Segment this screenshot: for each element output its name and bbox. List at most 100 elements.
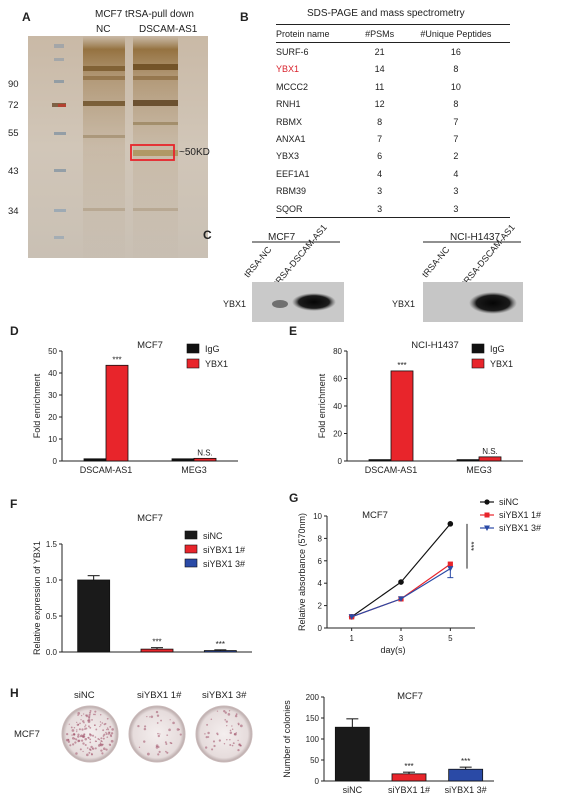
x-tick-label: siNC — [343, 785, 363, 795]
y-tick-label: 20 — [48, 413, 57, 422]
colony-dot — [223, 709, 226, 713]
chart-g: MCF7 0 2 4 6 8 10 Relative absorbance (570nm) 1 3… — [297, 497, 541, 655]
peptides-value: 16 — [450, 47, 461, 58]
colony-dot — [88, 713, 91, 716]
colony-dot — [207, 736, 210, 738]
y-tick-label: 50 — [48, 347, 57, 356]
blot-mcf7-row-label: YBX1 — [223, 299, 247, 309]
legend-swatch — [184, 530, 198, 540]
protein-name: EEF1A1 — [276, 168, 310, 179]
colony-dot — [104, 722, 107, 725]
colony-dot — [143, 727, 147, 731]
colony-dot — [105, 733, 108, 735]
marker-34: 34 — [8, 206, 19, 217]
marker-43: 43 — [8, 166, 19, 177]
colony-dot — [84, 728, 86, 730]
data-point — [447, 561, 453, 567]
protein-name: ANXA1 — [276, 134, 306, 145]
colony-dot — [89, 741, 92, 744]
psms-value: 8 — [377, 116, 383, 127]
significance-label: *** — [112, 355, 121, 364]
legend-swatch — [186, 358, 200, 369]
panel-label-a: A — [22, 10, 31, 24]
colony-dot — [156, 714, 160, 717]
colony-dot — [81, 728, 84, 731]
dish-siybx1-3 — [195, 705, 253, 763]
colony-dot — [111, 728, 114, 731]
colony-dot — [149, 716, 151, 718]
y-axis-label: Relative expression of YBX1 — [32, 541, 42, 655]
colony-dot — [166, 734, 169, 737]
psms-value: 6 — [377, 151, 383, 162]
colony-dot — [89, 709, 92, 712]
colony-dot — [79, 722, 81, 725]
colony-dot — [225, 720, 228, 723]
colony-dot — [211, 748, 214, 751]
gel-lane-dscam: DSCAM-AS1 — [139, 24, 198, 35]
colony-dot — [69, 744, 72, 747]
colony-dot — [84, 724, 87, 726]
colony-dot — [110, 735, 113, 738]
y-tick-label: 0.5 — [46, 612, 58, 621]
chart-h: MCF7 0 50 100 150 200 Number of colonies siNC si… — [282, 691, 494, 795]
y-tick-label: 30 — [48, 391, 57, 400]
colony-dot — [168, 728, 171, 732]
colony-dot — [231, 728, 234, 731]
colony-dot — [80, 739, 84, 742]
y-axis-label: Fold enrichment — [317, 373, 327, 438]
colony-dot — [82, 750, 84, 753]
series-line — [351, 568, 451, 618]
bar — [83, 458, 107, 462]
blot-h1437-lane-nc: tRSA-NC — [420, 244, 452, 280]
x-tick-label: 3 — [399, 634, 404, 643]
col-peptides: #Unique Peptides — [401, 23, 510, 44]
colony-dot — [172, 721, 175, 725]
colony-dot — [207, 731, 210, 735]
colony-dot — [99, 742, 102, 744]
legend-label: siYBX1 3# — [499, 523, 541, 533]
x-tick-label: siYBX1 3# — [445, 785, 487, 795]
chart-f: MCF7 0.0 0.5 1.0 1.5 Relative expression of Y… — [32, 513, 252, 657]
x-tick-label: DSCAM-AS1 — [365, 465, 418, 475]
colony-dot — [212, 740, 216, 743]
colony-dot — [94, 736, 97, 738]
chart-title: MCF7 — [362, 510, 388, 521]
colony-dot — [82, 713, 85, 715]
colony-dot — [77, 712, 81, 715]
data-point — [348, 614, 355, 620]
colony-dot — [138, 746, 141, 749]
y-tick-label: 4 — [318, 579, 323, 588]
colony-dot — [239, 724, 243, 728]
colony-dot — [224, 718, 227, 721]
chart-title: MCF7 — [137, 340, 163, 351]
colony-dot — [76, 729, 78, 731]
bar — [448, 768, 484, 782]
colony-dot — [158, 750, 161, 753]
colony-dot — [178, 728, 181, 731]
bar — [140, 648, 174, 653]
colony-dot — [234, 732, 237, 736]
colony-dot — [231, 744, 234, 747]
colony-dot — [82, 735, 86, 738]
band-highlight-box — [130, 144, 175, 161]
x-tick-label: MEG3 — [466, 465, 492, 475]
panel-label-e: E — [289, 324, 298, 338]
colony-dot — [75, 752, 78, 755]
bar — [391, 773, 427, 782]
colony-dot — [99, 721, 102, 723]
colony-dot — [146, 715, 148, 718]
y-tick-label: 0 — [53, 457, 58, 466]
bar — [193, 457, 217, 462]
psms-value: 3 — [377, 186, 383, 197]
table-row: ANXA1 7 7 — [276, 130, 510, 147]
protein-name: RNH1 — [276, 99, 301, 110]
colony-dot — [100, 749, 103, 752]
dish-label-siybx1-3: siYBX1 3# — [202, 690, 247, 701]
protein-name: SURF-6 — [276, 47, 309, 58]
colony-dot — [91, 719, 93, 721]
colony-dot — [157, 753, 160, 756]
colony-dot — [150, 715, 154, 719]
colony-dot — [89, 726, 92, 729]
x-tick-label: 5 — [448, 634, 453, 643]
psms-value: 3 — [357, 199, 402, 219]
